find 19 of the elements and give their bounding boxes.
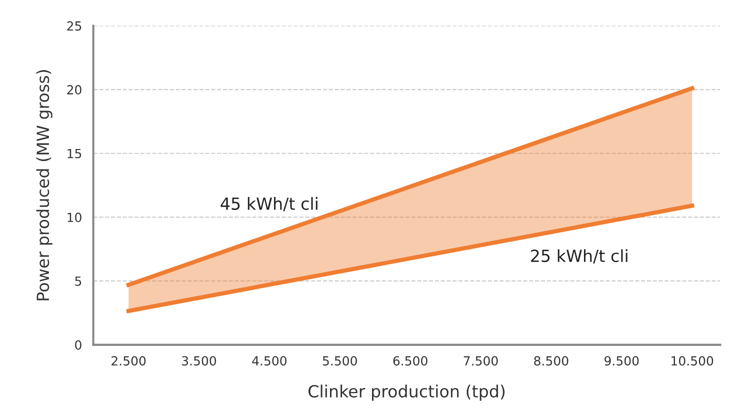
series-label: 45 kWh/t cli xyxy=(220,197,318,212)
x-tick-label: 10.500 xyxy=(672,356,714,366)
y-tick-label: 10 xyxy=(68,212,82,222)
y-tick-label: 5 xyxy=(75,276,82,286)
y-axis-title: Power produced (MW gross) xyxy=(36,70,52,300)
x-tick-label: 6.500 xyxy=(393,356,428,366)
x-tick-label: 8.500 xyxy=(534,356,568,366)
x-tick-label: 2.500 xyxy=(112,356,146,366)
x-tick-label: 9.500 xyxy=(604,356,639,366)
series-label: 25 kWh/t cli xyxy=(531,249,628,264)
x-tick-label: 5.500 xyxy=(322,356,357,366)
x-tick-label: 3.500 xyxy=(182,356,216,366)
y-tick-label: 20 xyxy=(67,85,82,94)
y-tick-label: 25 xyxy=(67,21,82,31)
y-tick-label: 15 xyxy=(68,149,82,158)
x-axis-title: Clinker production (tpd) xyxy=(308,384,505,401)
x-tick-label: 7.500 xyxy=(464,356,498,366)
y-tick-label: 0 xyxy=(75,340,82,350)
x-tick-label: 4.500 xyxy=(252,356,286,366)
